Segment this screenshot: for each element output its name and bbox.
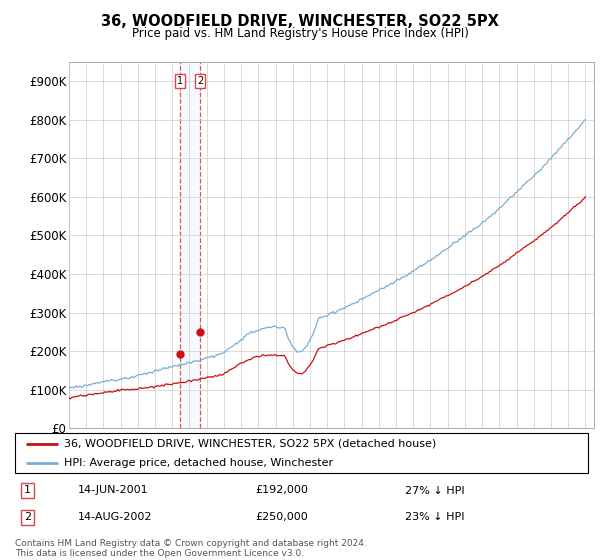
Text: 23% ↓ HPI: 23% ↓ HPI <box>404 512 464 522</box>
Text: 2: 2 <box>197 76 203 86</box>
Text: 1: 1 <box>177 76 183 86</box>
Bar <box>180 62 200 428</box>
Text: 36, WOODFIELD DRIVE, WINCHESTER, SO22 5PX: 36, WOODFIELD DRIVE, WINCHESTER, SO22 5P… <box>101 14 499 29</box>
Text: 14-AUG-2002: 14-AUG-2002 <box>78 512 152 522</box>
Text: £250,000: £250,000 <box>256 512 308 522</box>
Text: 1: 1 <box>24 486 31 496</box>
Text: 2: 2 <box>24 512 31 522</box>
Text: 36, WOODFIELD DRIVE, WINCHESTER, SO22 5PX (detached house): 36, WOODFIELD DRIVE, WINCHESTER, SO22 5P… <box>64 439 436 449</box>
Text: HPI: Average price, detached house, Winchester: HPI: Average price, detached house, Winc… <box>64 458 333 468</box>
Text: £192,000: £192,000 <box>256 486 308 496</box>
Text: Contains HM Land Registry data © Crown copyright and database right 2024.
This d: Contains HM Land Registry data © Crown c… <box>15 539 367 558</box>
FancyBboxPatch shape <box>15 433 588 473</box>
Text: 27% ↓ HPI: 27% ↓ HPI <box>404 486 464 496</box>
Text: 14-JUN-2001: 14-JUN-2001 <box>78 486 149 496</box>
Text: Price paid vs. HM Land Registry's House Price Index (HPI): Price paid vs. HM Land Registry's House … <box>131 27 469 40</box>
